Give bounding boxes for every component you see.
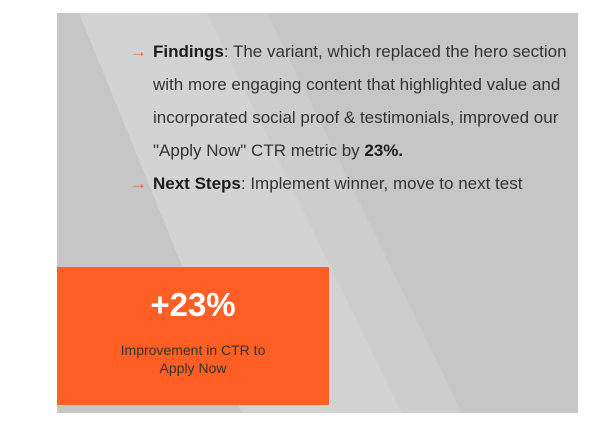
arrow-right-icon: → — [130, 174, 147, 193]
results-panel: → Findings: The variant, which replaced … — [57, 13, 578, 413]
stat-box: +23% Improvement in CTR to Apply Now — [57, 267, 329, 405]
results-list: → Findings: The variant, which replaced … — [130, 35, 570, 200]
stat-value: +23% — [150, 286, 236, 323]
findings-item: → Findings: The variant, which replaced … — [130, 35, 570, 167]
findings-label: Findings — [153, 42, 224, 61]
next-steps-item: → Next Steps: Implement winner, move to … — [130, 167, 570, 200]
findings-text: : The variant, which replaced the hero s… — [153, 42, 567, 160]
arrow-right-icon: → — [130, 42, 147, 61]
next-steps-label: Next Steps — [153, 174, 241, 193]
findings-highlight: 23%. — [364, 141, 404, 160]
stat-caption: Improvement in CTR to Apply Now — [120, 342, 266, 376]
next-steps-text: : Implement winner, move to next test — [240, 174, 523, 193]
